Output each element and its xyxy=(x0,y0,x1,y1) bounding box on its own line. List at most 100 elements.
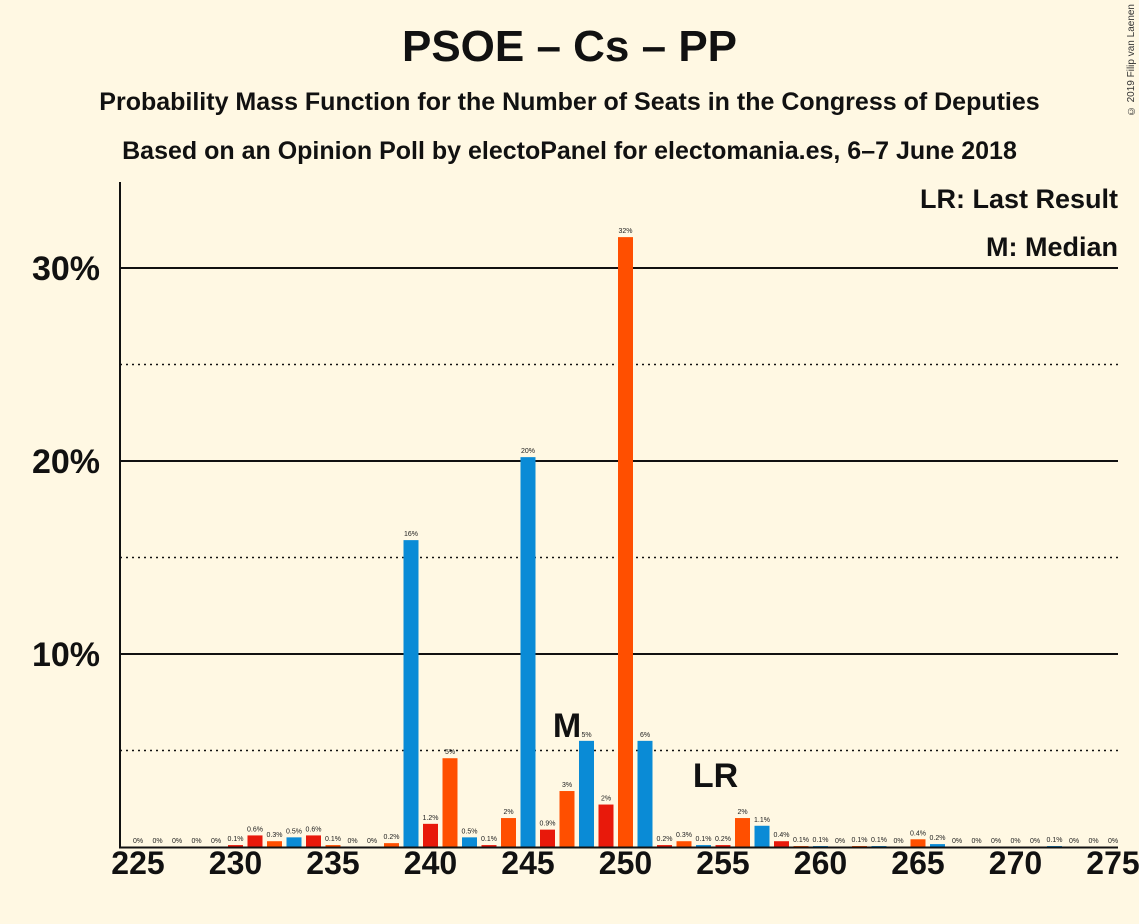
data-label: 0% xyxy=(347,838,357,845)
x-tick-label: 255 xyxy=(696,845,749,881)
data-label: 0.4% xyxy=(774,832,790,839)
bar xyxy=(579,740,594,847)
data-label: 0.1% xyxy=(228,836,244,843)
data-label: 0.1% xyxy=(696,836,712,843)
x-tick-label: 245 xyxy=(501,845,554,881)
data-label: 0% xyxy=(1088,838,1098,845)
data-label: 0.1% xyxy=(481,836,497,843)
data-label: 0.6% xyxy=(306,826,322,833)
bar xyxy=(735,818,750,847)
data-label: 0% xyxy=(1030,838,1040,845)
bar xyxy=(325,845,341,847)
data-label: 0% xyxy=(991,838,1001,845)
bar xyxy=(540,829,555,847)
data-label: 2% xyxy=(503,809,513,816)
bar xyxy=(657,845,672,847)
bar xyxy=(384,843,399,847)
data-label: 20% xyxy=(521,448,535,455)
bar xyxy=(442,758,458,847)
data-label: 0% xyxy=(835,838,845,845)
data-label: 0% xyxy=(971,838,981,845)
chart-title: PSOE – Cs – PP xyxy=(401,22,738,71)
bar xyxy=(247,835,263,847)
data-label: 0.1% xyxy=(325,836,341,843)
bar xyxy=(462,837,477,847)
data-label: 0.2% xyxy=(930,835,946,842)
bar xyxy=(754,825,770,847)
x-tick-label: 260 xyxy=(794,845,847,881)
bar xyxy=(501,818,516,847)
x-tick-label: 265 xyxy=(891,845,944,881)
y-tick-label: 10% xyxy=(32,636,100,674)
data-label: 0.2% xyxy=(384,834,400,841)
x-tick-label: 240 xyxy=(404,845,457,881)
bar xyxy=(306,835,321,847)
data-label: 0.3% xyxy=(676,832,692,839)
x-tick-label: 250 xyxy=(599,845,652,881)
x-tick-label: 235 xyxy=(306,845,359,881)
data-label: 0.1% xyxy=(813,837,829,844)
data-label: 5% xyxy=(445,749,455,756)
bar xyxy=(286,837,302,847)
data-label: 0% xyxy=(1010,838,1020,845)
bar xyxy=(559,791,575,847)
data-label: 1.2% xyxy=(423,815,439,822)
data-label: 0.1% xyxy=(793,837,809,844)
data-label: 16% xyxy=(404,531,418,538)
bar xyxy=(910,839,926,847)
data-label: 0% xyxy=(367,838,377,845)
data-label: 1.1% xyxy=(754,817,770,824)
bar xyxy=(267,841,282,847)
bar xyxy=(930,844,945,847)
data-label: 5% xyxy=(581,732,591,739)
data-label: 0.1% xyxy=(871,837,887,844)
bar xyxy=(228,845,243,847)
legend-median: M: Median xyxy=(986,232,1118,262)
bar xyxy=(403,540,419,847)
data-label: 0.5% xyxy=(462,828,478,835)
data-label: 0.2% xyxy=(715,836,731,843)
data-label: 0.9% xyxy=(540,821,556,828)
bar xyxy=(715,845,731,847)
x-tick-label: 270 xyxy=(989,845,1042,881)
data-label: 32% xyxy=(618,228,632,235)
bar xyxy=(520,457,536,847)
data-label: 0.3% xyxy=(267,832,283,839)
data-label: 0% xyxy=(893,838,903,845)
data-label: 0.6% xyxy=(247,826,263,833)
bar xyxy=(423,823,438,847)
chart-subtitle: Probability Mass Function for the Number… xyxy=(99,88,1040,116)
data-label: 0.1% xyxy=(1047,837,1063,844)
bar xyxy=(637,740,653,847)
bar xyxy=(598,804,614,847)
median-marker: M xyxy=(553,707,581,745)
data-label: 0.4% xyxy=(910,830,926,837)
data-label: 0% xyxy=(211,838,221,845)
data-label: 2% xyxy=(737,809,747,816)
bar xyxy=(774,841,789,847)
data-label: 0% xyxy=(191,838,201,845)
legend-last-result: LR: Last Result xyxy=(919,184,1118,214)
bar xyxy=(618,237,633,847)
chart-source: Based on an Opinion Poll by electoPanel … xyxy=(122,137,1017,165)
bar xyxy=(696,845,711,847)
bar xyxy=(481,845,497,847)
y-tick-label: 20% xyxy=(32,443,100,481)
data-label: 6% xyxy=(640,732,650,739)
data-label: 0% xyxy=(1069,838,1079,845)
x-tick-label: 230 xyxy=(209,845,262,881)
data-label: 0% xyxy=(172,838,182,845)
data-label: 0.1% xyxy=(852,837,868,844)
data-label: 3% xyxy=(562,782,572,789)
data-label: 0.2% xyxy=(657,836,673,843)
x-tick-label: 275 xyxy=(1086,845,1139,881)
data-label: 0% xyxy=(952,838,962,845)
last-result-marker: LR xyxy=(693,757,738,795)
data-label: 0% xyxy=(152,838,162,845)
data-label: 0.5% xyxy=(286,828,302,835)
data-label: 0% xyxy=(1108,838,1118,845)
bar xyxy=(676,841,692,847)
y-tick-label: 30% xyxy=(32,250,100,288)
data-label: 2% xyxy=(601,796,611,803)
